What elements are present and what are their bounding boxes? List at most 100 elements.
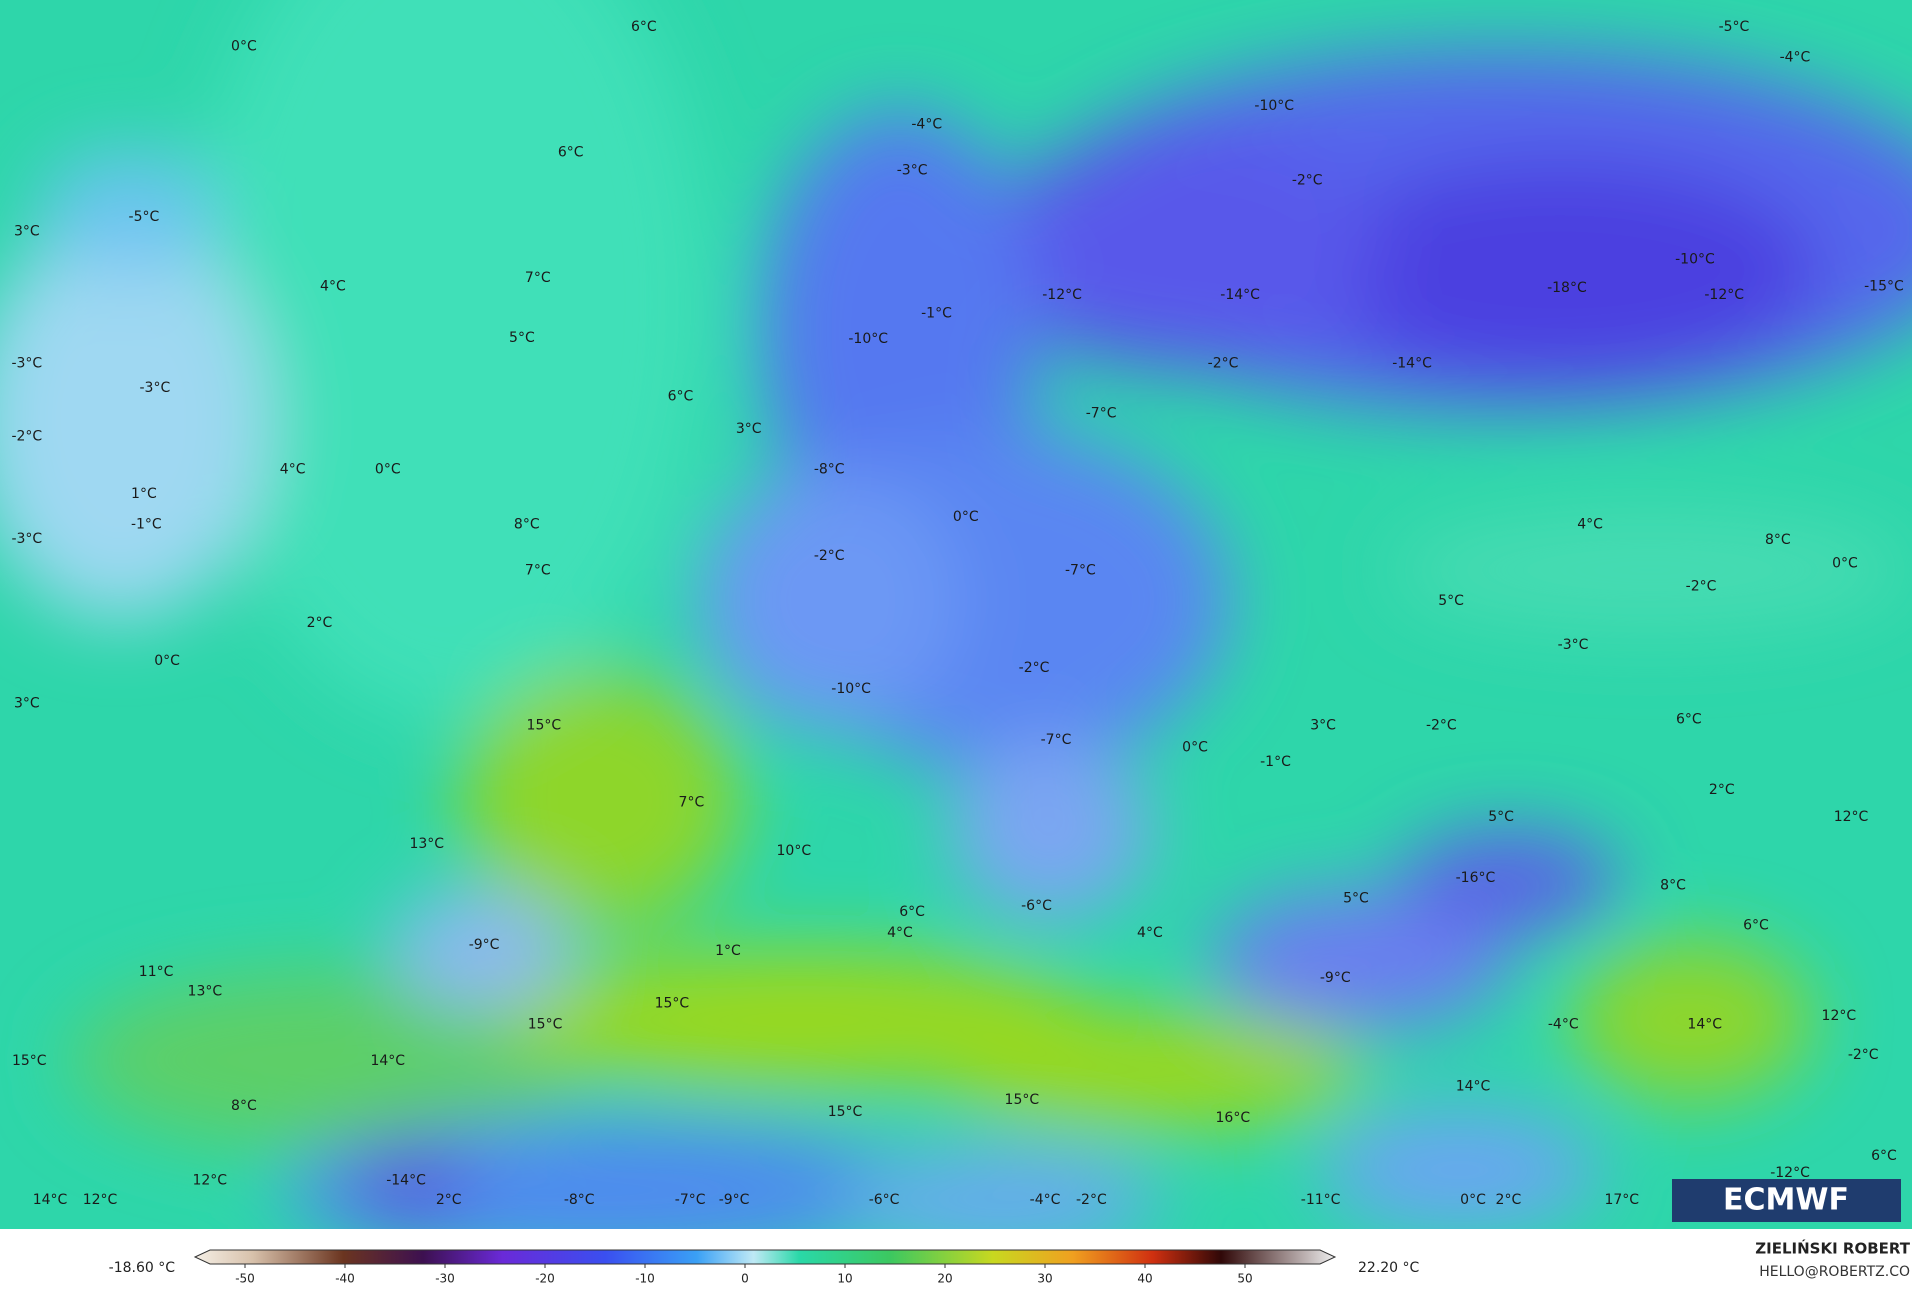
temperature-label: 17°C: [1604, 1192, 1639, 1208]
logo-text: ECMWF: [1723, 1183, 1849, 1218]
colorbar-tick-label: 40: [1137, 1272, 1152, 1286]
temperature-label: 15°C: [527, 718, 562, 734]
temperature-label: -10°C: [831, 681, 871, 697]
temperature-label: -2°C: [1019, 660, 1050, 676]
temperature-label: 15°C: [528, 1016, 563, 1032]
colorbar-tick-label: 10: [837, 1272, 852, 1286]
temperature-label: -3°C: [11, 355, 42, 371]
temperature-label: 8°C: [1660, 877, 1686, 893]
temperature-label: -6°C: [1021, 898, 1052, 914]
temperature-label: -9°C: [719, 1192, 750, 1208]
colorbar-tick-label: 30: [1037, 1272, 1052, 1286]
temperature-label: 14°C: [1687, 1016, 1722, 1032]
temperature-label: -4°C: [1030, 1192, 1061, 1208]
temperature-label: 13°C: [409, 836, 444, 852]
temperature-label: 0°C: [1832, 555, 1858, 571]
temperature-label: 6°C: [1871, 1148, 1897, 1164]
temperature-label: -8°C: [814, 461, 845, 477]
temperature-label: 14°C: [1456, 1078, 1491, 1094]
temperature-label: -3°C: [11, 531, 42, 547]
temperature-label: -2°C: [1076, 1192, 1107, 1208]
temperature-label: 2°C: [436, 1192, 462, 1208]
temperature-label: 5°C: [509, 330, 535, 346]
temperature-label: -14°C: [1392, 355, 1432, 371]
temperature-label: -3°C: [1558, 637, 1589, 653]
temperature-label: -10°C: [1254, 98, 1294, 114]
temperature-label: -12°C: [1704, 287, 1744, 303]
temperature-label: -16°C: [1456, 870, 1496, 886]
colorbar-tick-label: 20: [937, 1272, 952, 1286]
temperature-label: 1°C: [715, 943, 741, 959]
temperature-label: 6°C: [1743, 918, 1769, 934]
temperature-label: 0°C: [1460, 1192, 1486, 1208]
temperature-field: [0, 0, 1912, 1229]
temperature-label: -1°C: [131, 516, 162, 532]
temperature-label: 6°C: [558, 144, 584, 160]
colorbar-tick-label: -10: [635, 1272, 655, 1286]
temperature-label: -2°C: [814, 548, 845, 564]
temperature-label: 0°C: [154, 653, 180, 669]
temperature-label: 14°C: [33, 1192, 68, 1208]
temperature-label: -14°C: [1220, 287, 1260, 303]
temperature-label: 6°C: [1676, 711, 1702, 727]
temperature-label: -1°C: [921, 305, 952, 321]
temperature-label: -18°C: [1547, 280, 1587, 296]
temperature-label: 16°C: [1216, 1110, 1251, 1126]
logo-box: [1672, 1179, 1901, 1222]
temperature-label: 14°C: [370, 1053, 405, 1069]
temperature-label: -7°C: [1065, 563, 1096, 579]
colorbar-tick-label: -20: [535, 1272, 555, 1286]
temperature-label: -2°C: [1208, 355, 1239, 371]
temperature-label: 8°C: [514, 516, 540, 532]
temperature-label: 5°C: [1438, 593, 1464, 609]
temperature-labels: 6°C 0°C -5°C -4°C -10°C -4°C 6°C -3°C -2°C -5°C 3°…: [11, 19, 1904, 1208]
temperature-label: 6°C: [899, 904, 925, 920]
temperature-label: 0°C: [375, 461, 401, 477]
temperature-label: 6°C: [668, 388, 694, 404]
temperature-label: -2°C: [1848, 1047, 1879, 1063]
temperature-label: -4°C: [1780, 49, 1811, 65]
temperature-label: 3°C: [14, 696, 40, 712]
temperature-label: 4°C: [320, 279, 346, 295]
temperature-label: -6°C: [869, 1192, 900, 1208]
temperature-label: 5°C: [1488, 809, 1514, 825]
temperature-label: -10°C: [1675, 252, 1715, 268]
colorbar-min: -18.60 °C: [109, 1260, 176, 1276]
colorbar-tick-label: -40: [335, 1272, 355, 1286]
temperature-label: 4°C: [887, 925, 913, 941]
temperature-label: 12°C: [1834, 809, 1869, 825]
temperature-label: 12°C: [192, 1172, 227, 1188]
temperature-label: -2°C: [1292, 172, 1323, 188]
temperature-label: 3°C: [14, 224, 40, 240]
temperature-label: -11°C: [1301, 1192, 1341, 1208]
temperature-label: -10°C: [848, 331, 888, 347]
temperature-label: 12°C: [1822, 1008, 1857, 1024]
temperature-label: 4°C: [1577, 516, 1603, 532]
temperature-label: -2°C: [1426, 718, 1457, 734]
temperature-label: 15°C: [828, 1104, 863, 1120]
temperature-label: 13°C: [188, 983, 223, 999]
temperature-label: -15°C: [1864, 279, 1904, 295]
temperature-label: -9°C: [469, 937, 500, 953]
temperature-label: -9°C: [1320, 970, 1351, 986]
temperature-label: -7°C: [675, 1192, 706, 1208]
temperature-label: 0°C: [231, 38, 257, 54]
temperature-label: -7°C: [1086, 405, 1117, 421]
temperature-label: 2°C: [307, 615, 333, 631]
temperature-label: 2°C: [1496, 1192, 1522, 1208]
temperature-label: -12°C: [1770, 1165, 1810, 1181]
temperature-label: 8°C: [231, 1098, 257, 1114]
temperature-label: 10°C: [777, 843, 812, 859]
temperature-label: 15°C: [12, 1053, 47, 1069]
temperature-label: -3°C: [897, 163, 928, 179]
colorbar-tick-label: -30: [435, 1272, 455, 1286]
temperature-label: 7°C: [679, 794, 705, 810]
temperature-label: -4°C: [911, 116, 942, 132]
temperature-label: 7°C: [525, 270, 551, 286]
author: ZIELIŃSKI ROBERT: [1755, 1239, 1910, 1258]
temperature-label: 0°C: [1182, 739, 1208, 755]
temperature-label: 8°C: [1765, 532, 1791, 548]
temperature-label: 12°C: [83, 1192, 118, 1208]
